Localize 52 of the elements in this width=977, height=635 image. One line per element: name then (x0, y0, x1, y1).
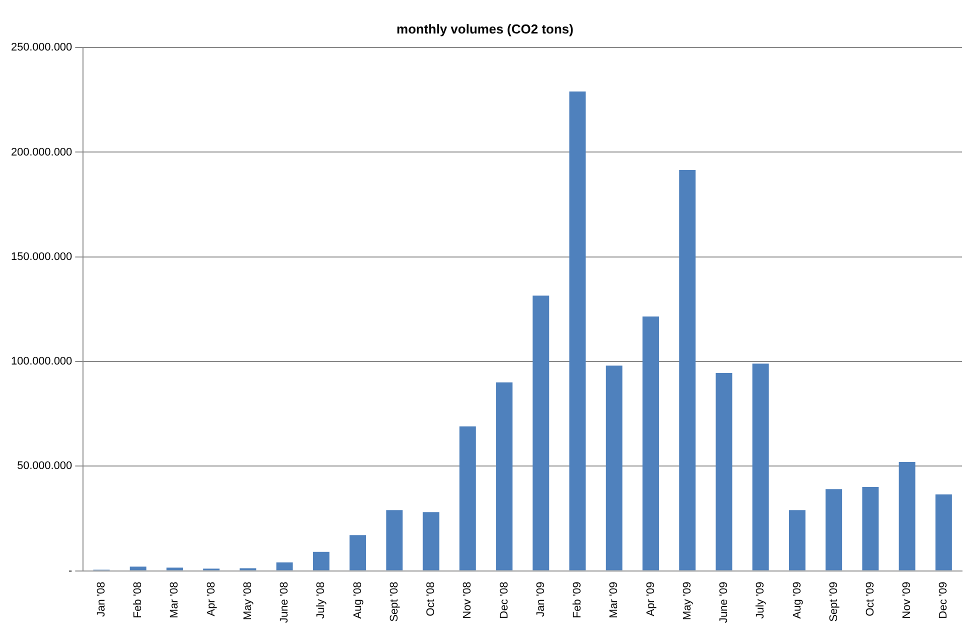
x-tick-label: Dec '09 (938, 582, 950, 619)
x-tick-label: Apr '08 (205, 582, 218, 616)
bar (642, 316, 659, 570)
y-tick-label: 100.000.000 (11, 356, 72, 368)
y-tick-label: 50.000.000 (17, 460, 72, 472)
bar (130, 566, 146, 570)
y-tick-label: 250.000.000 (11, 42, 72, 54)
bar (862, 487, 879, 570)
x-tick-label: May '08 (242, 582, 254, 620)
bar (386, 510, 403, 570)
x-tick-label: Sept '08 (388, 582, 400, 622)
y-tick-label: 150.000.000 (11, 250, 72, 263)
x-tick-label: Feb '09 (572, 582, 584, 618)
x-tick-label: Jan '08 (96, 582, 108, 617)
x-tick-label: June '08 (278, 582, 291, 624)
x-tick-label: Aug '09 (791, 582, 804, 619)
bar (166, 568, 183, 570)
x-tick-label: June '09 (718, 582, 730, 624)
x-tick-label: Mar '09 (608, 582, 620, 618)
bar (752, 364, 769, 570)
chart-title: monthly volumes (CO2 tons) (396, 21, 574, 36)
y-tick-label: 200.000.000 (11, 146, 72, 158)
y-tick-label: - (68, 564, 72, 577)
x-tick-label: Apr '09 (644, 582, 657, 616)
bar (532, 296, 550, 570)
bar (606, 366, 622, 570)
x-tick-label: Nov '09 (901, 582, 914, 619)
x-tick-label: Jan '09 (534, 582, 547, 617)
x-tick-label: Aug '08 (352, 582, 364, 619)
bar (312, 552, 330, 570)
bar (826, 489, 842, 570)
bar (422, 512, 440, 570)
bar (935, 494, 952, 570)
bar (459, 426, 476, 570)
x-tick-label: Feb '08 (132, 582, 144, 618)
bar (716, 373, 732, 570)
bar (898, 462, 916, 570)
x-tick-label: Nov '08 (462, 582, 474, 619)
x-tick-label: Sept '09 (828, 582, 840, 622)
x-tick-label: July '08 (315, 582, 328, 619)
x-tick-label: Dec '08 (498, 582, 510, 619)
x-tick-label: Mar '08 (168, 582, 181, 618)
bar (496, 382, 513, 570)
bar (276, 562, 293, 570)
x-tick-label: May '09 (681, 582, 694, 620)
x-tick-label: July '09 (754, 582, 767, 619)
x-tick-label: Oct '08 (425, 582, 438, 616)
bar (569, 92, 586, 570)
bar (350, 535, 366, 570)
x-tick-label: Oct '09 (864, 582, 876, 616)
bar (679, 170, 696, 570)
bar (788, 510, 806, 570)
